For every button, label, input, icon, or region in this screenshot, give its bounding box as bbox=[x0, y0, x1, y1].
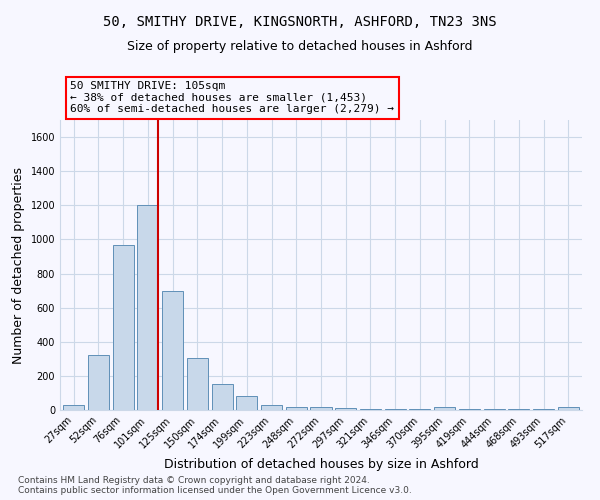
Bar bbox=[385, 409, 406, 410]
Y-axis label: Number of detached properties: Number of detached properties bbox=[12, 166, 25, 364]
Bar bbox=[459, 409, 480, 410]
Bar bbox=[63, 405, 84, 410]
Bar bbox=[286, 408, 307, 410]
Bar bbox=[409, 409, 430, 410]
Text: 50, SMITHY DRIVE, KINGSNORTH, ASHFORD, TN23 3NS: 50, SMITHY DRIVE, KINGSNORTH, ASHFORD, T… bbox=[103, 15, 497, 29]
Bar bbox=[310, 408, 332, 410]
Bar bbox=[162, 290, 183, 410]
Bar bbox=[533, 409, 554, 410]
Bar bbox=[212, 384, 233, 410]
Bar bbox=[261, 406, 282, 410]
Text: Contains HM Land Registry data © Crown copyright and database right 2024.
Contai: Contains HM Land Registry data © Crown c… bbox=[18, 476, 412, 495]
Bar bbox=[434, 408, 455, 410]
X-axis label: Distribution of detached houses by size in Ashford: Distribution of detached houses by size … bbox=[164, 458, 478, 471]
Bar bbox=[508, 409, 529, 410]
Bar bbox=[335, 408, 356, 410]
Bar bbox=[187, 358, 208, 410]
Bar bbox=[484, 409, 505, 410]
Bar bbox=[236, 396, 257, 410]
Text: Size of property relative to detached houses in Ashford: Size of property relative to detached ho… bbox=[127, 40, 473, 53]
Text: 50 SMITHY DRIVE: 105sqm
← 38% of detached houses are smaller (1,453)
60% of semi: 50 SMITHY DRIVE: 105sqm ← 38% of detache… bbox=[70, 81, 394, 114]
Bar bbox=[137, 206, 158, 410]
Bar bbox=[88, 354, 109, 410]
Bar bbox=[558, 408, 579, 410]
Bar bbox=[113, 244, 134, 410]
Bar bbox=[360, 409, 381, 410]
